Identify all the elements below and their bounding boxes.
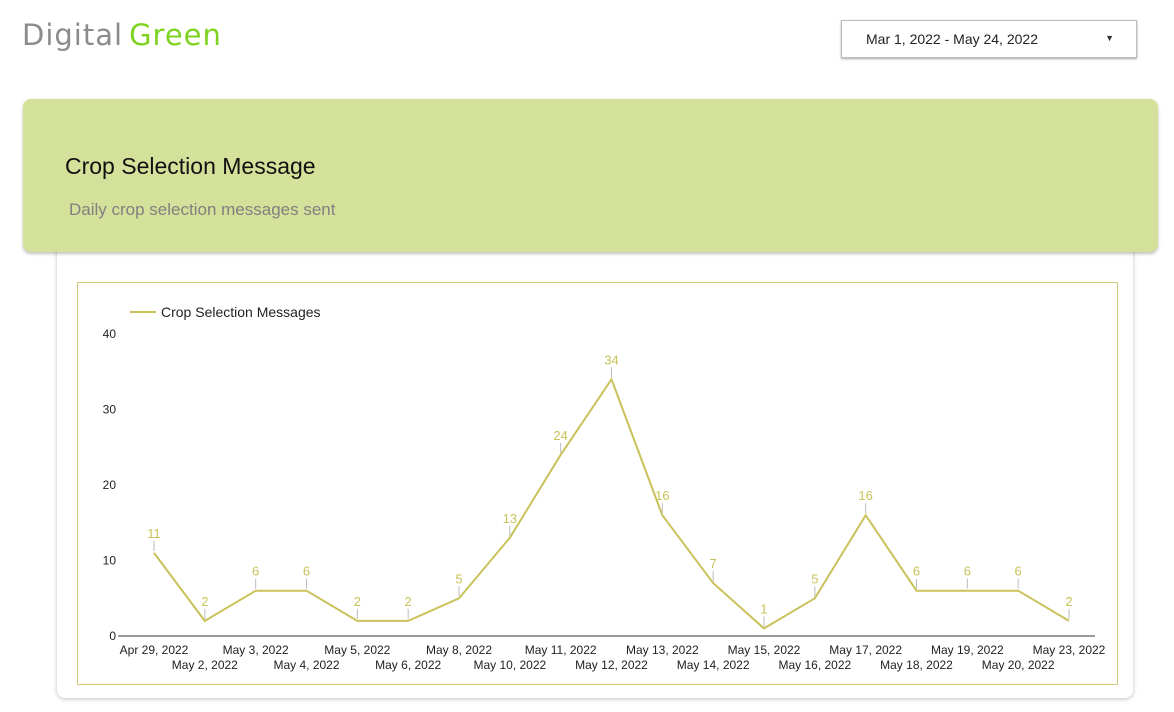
y-tick-label: 20 — [103, 478, 117, 492]
x-tick-label: May 2, 2022 — [172, 658, 238, 672]
x-tick-label: Apr 29, 2022 — [120, 643, 189, 657]
chart-header-card: Crop Selection Message Daily crop select… — [23, 99, 1158, 252]
data-label: 5 — [811, 571, 818, 586]
legend-label: Crop Selection Messages — [161, 304, 321, 320]
x-tick-label: May 11, 2022 — [525, 643, 597, 657]
data-label: 24 — [553, 428, 567, 443]
x-tick-label: May 16, 2022 — [778, 658, 851, 672]
x-tick-label: May 20, 2022 — [982, 658, 1055, 672]
data-label: 5 — [455, 571, 462, 586]
x-tick-label: May 3, 2022 — [223, 643, 289, 657]
data-label: 6 — [252, 564, 259, 579]
logo-word-green: Green — [129, 18, 222, 52]
x-tick-label: May 17, 2022 — [829, 643, 902, 657]
digital-green-logo: Digital Green — [22, 16, 222, 54]
data-label: 2 — [201, 594, 208, 609]
chart-container: 0 10 20 30 40 Apr 29, 2022 May 2, 2022 May 3, 2… — [77, 282, 1118, 685]
chart-card-title: Crop Selection Message — [65, 153, 316, 179]
series-line — [153, 377, 1070, 630]
date-range-picker[interactable]: Mar 1, 2022 - May 24, 2022 ▼ — [841, 20, 1137, 58]
data-label: 6 — [964, 564, 971, 579]
data-label: 13 — [503, 511, 517, 526]
x-tick-label: May 23, 2022 — [1033, 643, 1106, 657]
data-label: 16 — [655, 488, 669, 503]
data-label: 6 — [303, 564, 310, 579]
chevron-down-icon: ▼ — [1105, 33, 1114, 43]
x-tick-label: May 8, 2022 — [426, 643, 492, 657]
data-label: 6 — [1015, 564, 1022, 579]
y-tick-label: 10 — [103, 554, 117, 568]
data-label: 34 — [604, 352, 618, 367]
x-tick-label: May 19, 2022 — [931, 643, 1004, 657]
x-tick-label: May 13, 2022 — [626, 643, 699, 657]
x-tick-label: May 5, 2022 — [324, 643, 390, 657]
x-tick-label: May 18, 2022 — [880, 658, 953, 672]
chart-card-subtitle: Daily crop selection messages sent — [69, 200, 336, 219]
logo-word-digital: Digital — [22, 18, 124, 52]
y-tick-label: 40 — [103, 327, 117, 341]
x-tick-label: May 10, 2022 — [473, 658, 546, 672]
x-tick-label: May 4, 2022 — [273, 658, 339, 672]
x-tick-label: May 6, 2022 — [375, 658, 441, 672]
y-tick-label: 30 — [103, 403, 117, 417]
data-label: 2 — [405, 594, 412, 609]
date-range-value: Mar 1, 2022 - May 24, 2022 — [866, 31, 1038, 47]
x-tick-label: May 15, 2022 — [728, 643, 801, 657]
data-label: 11 — [147, 526, 161, 541]
data-label: 1 — [760, 601, 767, 616]
data-label: 16 — [858, 488, 872, 503]
y-tick-label: 0 — [109, 629, 116, 643]
data-label: 7 — [710, 556, 717, 571]
data-label: 2 — [354, 594, 361, 609]
data-label: 6 — [913, 564, 920, 579]
x-tick-label: May 12, 2022 — [575, 658, 648, 672]
x-tick-label: May 14, 2022 — [677, 658, 750, 672]
data-label: 2 — [1065, 594, 1072, 609]
